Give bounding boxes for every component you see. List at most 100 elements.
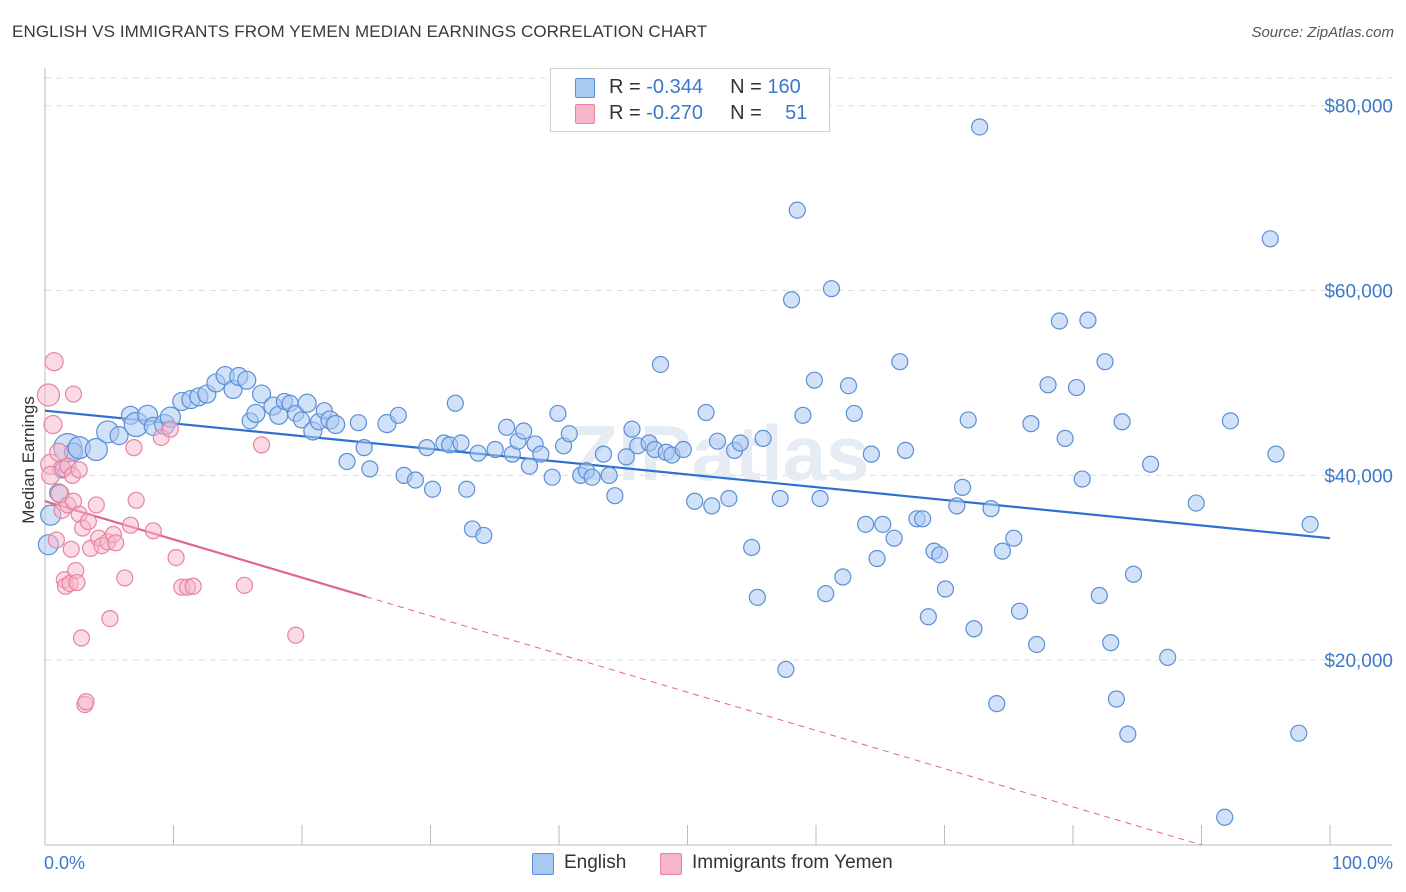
x-tick-label-start: 0.0% [44,853,85,873]
grid-layer [45,77,1392,661]
point-english [549,404,567,423]
point-yemen [68,573,86,592]
point-english [874,515,892,533]
point-english [1159,648,1177,667]
point-english [297,393,317,413]
x-tick-label-end: 100.0% [1332,853,1393,873]
point-yemen [62,540,80,558]
point-english [959,411,977,429]
point-english [543,468,561,486]
point-english [931,546,949,564]
point-english [891,353,909,371]
point-english [834,568,852,586]
point-english [811,489,829,508]
point-english [1102,634,1120,652]
point-yemen [167,549,185,567]
point-english [953,478,972,496]
point-yemen [116,569,134,587]
label-layer: $20,000 $40,000 $60,000 $80,000 Median Earni… [19,97,1393,873]
point-english [674,440,692,459]
bottom-legend-label-yemen: Immigrants from Yemen [692,852,893,873]
y-tick-label: $60,000 [1324,282,1393,303]
point-english [1187,494,1205,512]
legend-n-value-yemen: 51 [785,102,808,124]
point-english [1050,312,1069,330]
point-english [469,444,487,462]
point-yemen [252,436,271,454]
point-english [606,487,624,505]
point-yemen [79,512,97,531]
point-english [109,426,129,446]
point-yemen [287,626,305,644]
point-yemen [43,414,63,435]
point-english [743,538,761,557]
legend-r-label: R = [609,76,641,98]
point-english [355,439,373,457]
point-english [1261,230,1279,248]
point-english [520,457,539,475]
legend-swatch-yemen [575,104,595,124]
point-english [720,489,738,508]
legend-n-label: N = [730,102,762,124]
point-yemen [121,516,140,534]
legend-swatch-english [575,78,595,98]
y-axis-label: Median Earnings [19,396,38,524]
point-english [458,480,476,498]
point-english [731,434,749,452]
point-english [583,468,601,486]
point-english [326,414,346,435]
point-english [475,526,493,545]
point-english [817,585,835,603]
point-yemen [107,534,125,552]
point-english [1124,565,1143,583]
point-english [993,542,1012,560]
point-english [1010,602,1029,620]
point-english [452,434,470,452]
point-english [1079,311,1097,329]
source-credit: Source: ZipAtlas.com [1251,24,1394,41]
point-english [782,291,801,309]
point-english [560,425,578,443]
point-english [1073,470,1091,488]
point-english [914,510,932,528]
point-english [1113,413,1131,431]
legend-r-value-yemen: -0.270 [646,102,703,124]
point-yemen [127,491,145,509]
point-yemen [184,577,202,595]
point-english [857,515,875,533]
point-yemen [72,629,91,647]
point-yemen [161,420,179,438]
point-english [1221,412,1239,430]
point-english [84,437,108,462]
point-yemen [235,576,254,594]
legend-n-label: N = [730,76,762,98]
point-yemen [44,352,64,372]
point-english [651,355,670,374]
point-english [1067,378,1086,397]
point-english [1107,690,1126,708]
point-english [982,500,1000,518]
bottom-legend-label-english: English [564,852,627,873]
point-english [839,377,858,395]
point-english [708,432,727,450]
watermark: ZIPatlas [570,409,869,497]
point-english [703,497,721,515]
point-english [794,406,812,424]
bottom-legend-swatch-english [532,853,554,875]
point-english [423,480,442,498]
point-english [1216,808,1234,826]
point-english [532,445,550,463]
point-english [349,414,368,432]
point-yemen [47,531,65,549]
legend-r-value-english: -0.344 [646,76,703,98]
points-layer [36,118,1319,826]
point-yemen [77,693,95,711]
point-english [845,404,863,423]
y-tick-label: $20,000 [1324,651,1393,672]
point-english [965,620,983,638]
point-english [805,371,823,389]
point-english [292,411,311,429]
legend: R = -0.344 N = 160 R = -0.270 N = 51 [550,68,830,132]
y-tick-label: $40,000 [1324,466,1393,487]
